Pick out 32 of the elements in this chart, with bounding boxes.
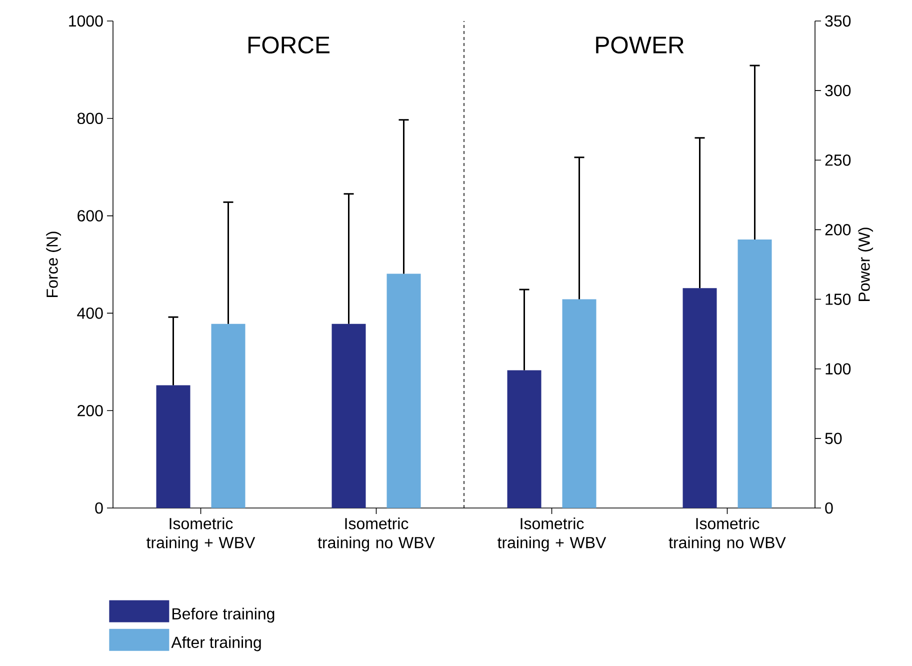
y-tick-label: 800 (77, 112, 103, 124)
x-tick-label: Isometric training no WBV (318, 518, 435, 552)
bar (562, 299, 596, 508)
y2-tick-label: 150 (826, 294, 851, 305)
y2-tick-label: 250 (825, 154, 851, 166)
bar (682, 288, 717, 508)
y2-axis-title: Power (W) (858, 228, 874, 301)
y2-tick-label: 0 (825, 502, 833, 514)
y-tick-label: 0 (95, 502, 103, 514)
y-tick-label: 1000 (69, 15, 103, 27)
y2-tick-label: 50 (825, 432, 842, 444)
y2-tick-label: 100 (826, 363, 851, 375)
bar (507, 370, 542, 508)
legend-label: After training (171, 636, 261, 652)
x-tick-label: Isometric training + WBV (146, 518, 256, 552)
y-tick-label: 600 (78, 210, 103, 222)
bar (386, 274, 421, 508)
y-axis-title: Force (N) (46, 232, 62, 297)
bar (332, 324, 366, 508)
bar (738, 239, 772, 508)
y2-tick-label: 350 (825, 15, 851, 27)
y2-tick-label: 300 (825, 84, 851, 96)
x-tick-label: Isometric training no WBV (668, 518, 786, 552)
annotation: POWER (596, 36, 684, 54)
bar (211, 324, 246, 508)
y-tick-label: 200 (78, 404, 103, 416)
y2-tick-label: 200 (825, 224, 851, 236)
x-tick-label: Isometric training + WBV (498, 518, 606, 552)
annotation: FORCE (248, 36, 330, 54)
legend-label: Before training (172, 608, 274, 623)
y-tick-label: 400 (77, 308, 103, 319)
bar (156, 385, 190, 508)
